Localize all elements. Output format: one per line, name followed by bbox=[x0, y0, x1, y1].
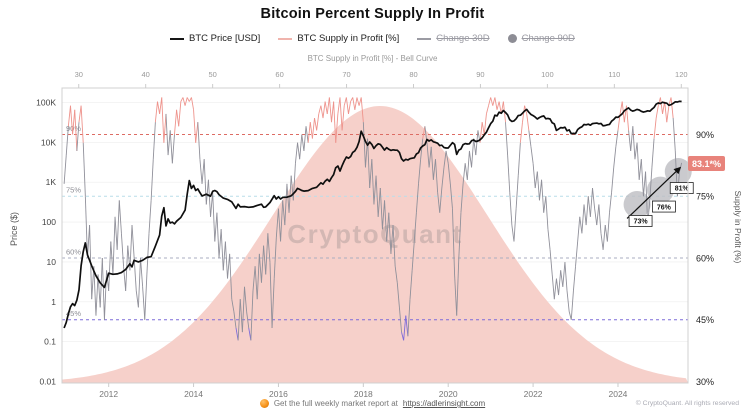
watermark: CryptoQuant bbox=[287, 219, 462, 249]
svg-text:60%: 60% bbox=[66, 247, 81, 256]
top-axis-title: BTC Supply in Profit [%] - Bell Curve bbox=[307, 54, 438, 63]
svg-text:2012: 2012 bbox=[99, 389, 118, 399]
bottom-axis-ticks: 2012 2014 2016 2018 2020 2022 2024 bbox=[99, 383, 628, 399]
page-title: Bitcoin Percent Supply In Profit bbox=[260, 6, 485, 22]
svg-text:75%: 75% bbox=[696, 192, 714, 202]
svg-text:120: 120 bbox=[675, 70, 688, 79]
legend-label: Change 30D bbox=[436, 33, 490, 44]
svg-text:2016: 2016 bbox=[269, 389, 288, 399]
legend-label: BTC Supply in Profit [%] bbox=[297, 33, 400, 44]
left-axis-ticks: 100K 10K 1K 100 10 1 0.1 0.01 bbox=[36, 98, 56, 387]
svg-text:75%: 75% bbox=[66, 186, 81, 195]
report-footer: Get the full weekly market report at htt… bbox=[0, 399, 745, 408]
svg-text:1K: 1K bbox=[46, 177, 57, 187]
svg-text:10: 10 bbox=[47, 257, 57, 267]
svg-text:2020: 2020 bbox=[439, 389, 458, 399]
current-value-badge: 83.1*% bbox=[688, 156, 726, 171]
trend-arrow bbox=[626, 166, 682, 219]
svg-text:100: 100 bbox=[42, 217, 56, 227]
bell-curve bbox=[62, 106, 688, 383]
report-text: Get the full weekly market report at bbox=[273, 399, 398, 408]
svg-text:2022: 2022 bbox=[524, 389, 543, 399]
svg-text:100K: 100K bbox=[36, 98, 56, 108]
legend-label: Change 90D bbox=[521, 33, 575, 44]
svg-text:76%: 76% bbox=[657, 204, 672, 211]
svg-text:73%: 73% bbox=[634, 219, 649, 226]
svg-text:2014: 2014 bbox=[184, 389, 203, 399]
svg-text:50: 50 bbox=[208, 70, 216, 79]
legend-item-btc-price[interactable]: BTC Price [USD] bbox=[170, 33, 260, 44]
svg-text:110: 110 bbox=[608, 70, 620, 79]
svg-text:100: 100 bbox=[541, 70, 554, 79]
svg-text:81%: 81% bbox=[675, 186, 690, 193]
svg-text:60%: 60% bbox=[696, 253, 714, 263]
supply-in-profit-line bbox=[63, 97, 683, 341]
orange-coin-icon bbox=[259, 399, 269, 408]
legend-item-change-90d[interactable]: Change 90D bbox=[507, 33, 575, 44]
dot-labels: 73% 76% 81% bbox=[628, 182, 694, 227]
legend-label: BTC Price [USD] bbox=[189, 33, 261, 44]
svg-text:CryptoQuant: CryptoQuant bbox=[287, 219, 462, 249]
svg-text:60: 60 bbox=[275, 70, 283, 79]
svg-text:0.01: 0.01 bbox=[39, 377, 56, 387]
legend: BTC Price [USD] BTC Supply in Profit [%]… bbox=[0, 33, 745, 44]
line-swatch-icon bbox=[417, 37, 432, 40]
svg-text:10K: 10K bbox=[41, 137, 56, 147]
right-axis-ticks: 90% 75% 60% 45% 30% bbox=[696, 130, 714, 387]
top-axis-ticks: 30 40 50 60 70 80 90 100 110 120 bbox=[75, 70, 688, 88]
report-link[interactable]: https://adlerinsight.com bbox=[402, 399, 486, 408]
svg-text:90: 90 bbox=[476, 70, 484, 79]
legend-item-change-30d[interactable]: Change 30D bbox=[417, 33, 490, 44]
threshold-lines: 90% 75% 60% 45% bbox=[62, 124, 688, 321]
svg-text:90%: 90% bbox=[696, 130, 714, 140]
svg-text:30: 30 bbox=[75, 70, 83, 79]
line-swatch-icon bbox=[278, 37, 293, 40]
svg-text:90%: 90% bbox=[66, 124, 81, 133]
svg-text:70: 70 bbox=[342, 70, 350, 79]
plot-border bbox=[61, 87, 689, 384]
svg-text:80: 80 bbox=[409, 70, 417, 79]
btc-price-line bbox=[63, 100, 682, 329]
svg-text:45%: 45% bbox=[696, 315, 714, 325]
svg-text:2018: 2018 bbox=[354, 389, 373, 399]
line-swatch-icon bbox=[170, 37, 185, 40]
svg-text:40: 40 bbox=[142, 70, 150, 79]
svg-text:45%: 45% bbox=[66, 309, 81, 318]
legend-item-supply-in-profit[interactable]: BTC Supply in Profit [%] bbox=[278, 33, 399, 44]
svg-text:0.1: 0.1 bbox=[44, 337, 56, 347]
svg-text:30%: 30% bbox=[696, 377, 714, 387]
svg-text:1: 1 bbox=[51, 297, 56, 307]
copyright-text: © CryptoQuant. All rights reserved bbox=[635, 400, 739, 407]
dot-swatch-icon bbox=[507, 34, 517, 43]
svg-text:2024: 2024 bbox=[609, 389, 628, 399]
